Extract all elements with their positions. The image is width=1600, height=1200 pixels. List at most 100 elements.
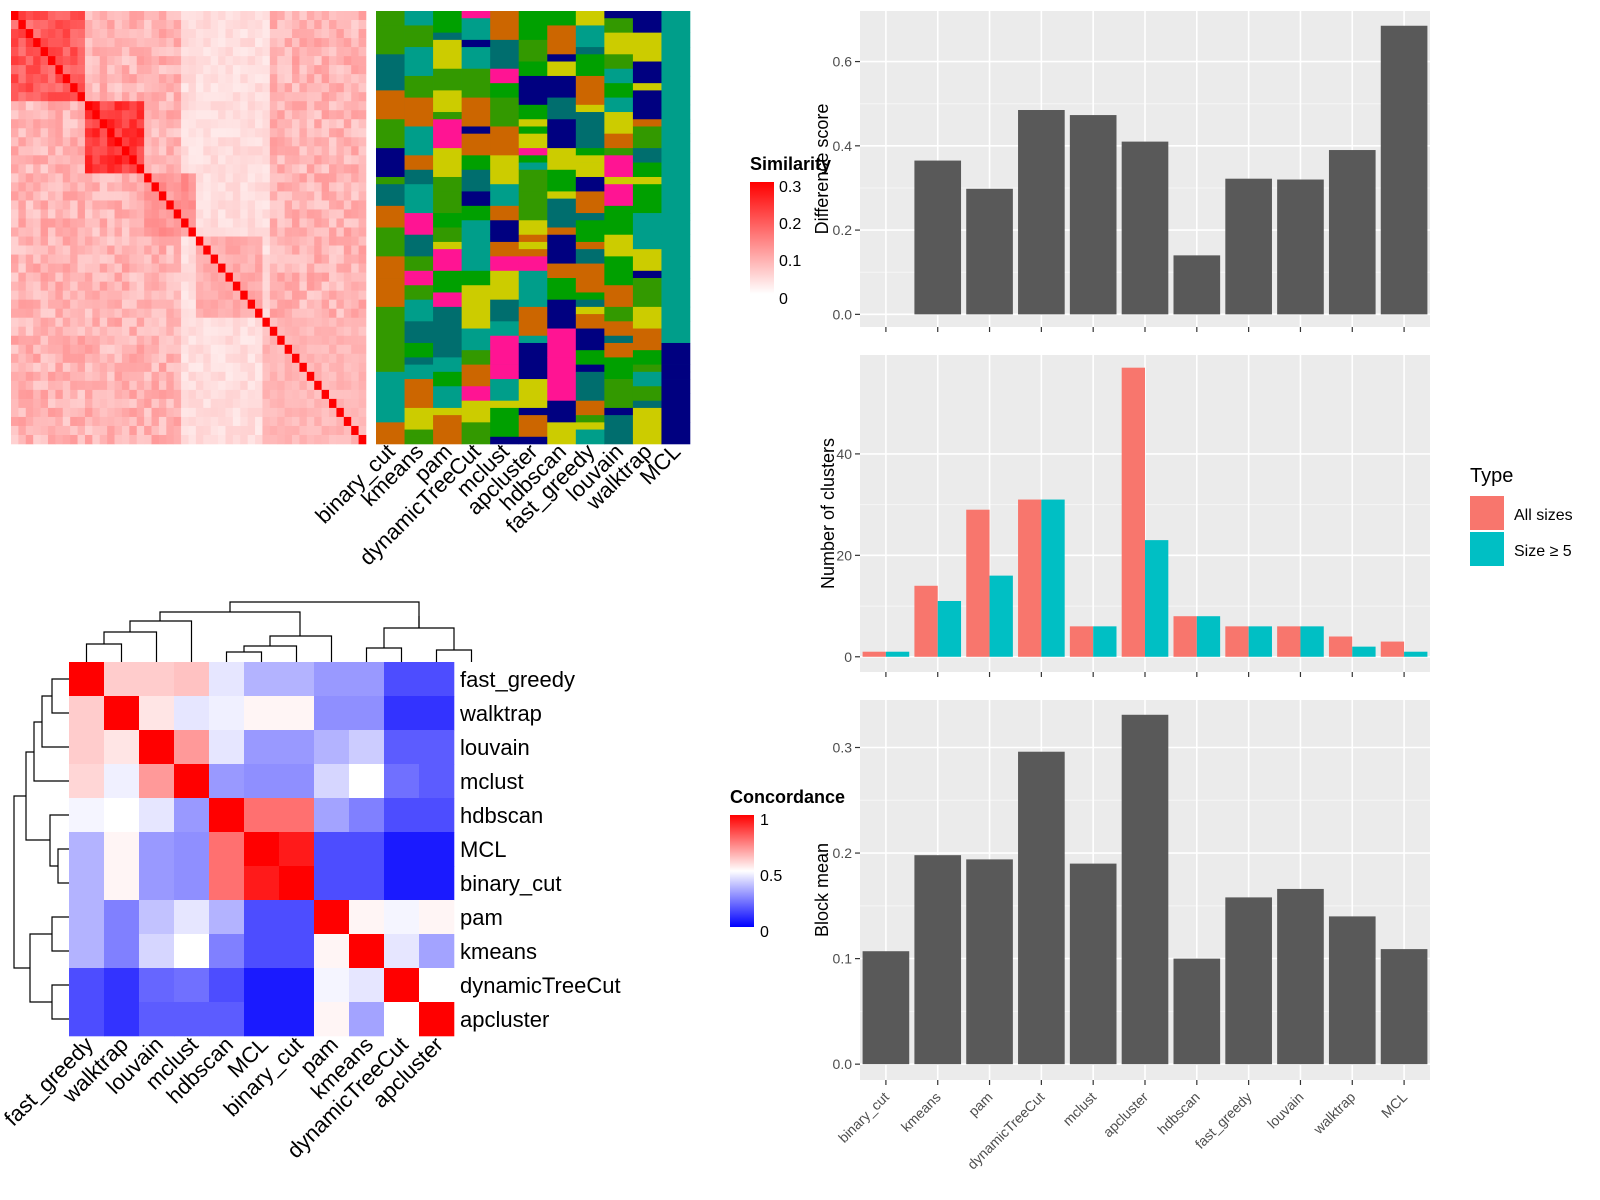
- similarity-cell: [240, 434, 248, 445]
- similarity-cell: [262, 101, 271, 111]
- similarity-cell: [351, 344, 359, 355]
- similarity-cell: [314, 308, 322, 319]
- similarity-cell: [25, 137, 34, 147]
- similarity-cell: [144, 218, 152, 228]
- similarity-cell: [336, 11, 345, 21]
- similarity-cell: [25, 110, 34, 120]
- similarity-cell: [277, 245, 285, 255]
- similarity-cell: [255, 164, 263, 174]
- similarity-cell: [299, 83, 308, 93]
- similarity-cell: [18, 317, 27, 328]
- similarity-cell: [11, 92, 19, 102]
- similarity-cell: [269, 281, 278, 291]
- similarity-cell: [33, 56, 41, 66]
- similarity-cell: [306, 344, 315, 355]
- similarity-cell: [358, 146, 367, 156]
- membership-cell: [404, 11, 434, 26]
- membership-cell: [604, 342, 634, 358]
- similarity-cell: [188, 137, 197, 147]
- similarity-cell: [129, 344, 138, 355]
- similarity-cell: [11, 344, 19, 355]
- similarity-cell: [358, 56, 367, 66]
- similarity-cell: [166, 272, 175, 282]
- similarity-cell: [188, 380, 197, 391]
- similarity-cell: [358, 416, 367, 427]
- similarity-cell: [277, 425, 285, 436]
- similarity-cell: [240, 29, 248, 39]
- similarity-cell: [314, 263, 322, 273]
- membership-cell: [547, 119, 577, 149]
- membership-cell: [490, 241, 520, 257]
- similarity-cell: [336, 56, 345, 66]
- similarity-cell: [247, 20, 256, 30]
- similarity-cell: [343, 272, 352, 282]
- similarity-cell: [25, 128, 34, 138]
- similarity-cell: [55, 299, 64, 309]
- bar: [1018, 751, 1065, 1065]
- similarity-cell: [269, 425, 278, 436]
- similarity-cell: [225, 317, 234, 328]
- similarity-cell: [225, 281, 234, 291]
- similarity-cell: [247, 101, 256, 111]
- similarity-cell: [173, 308, 182, 319]
- similarity-cell: [40, 74, 49, 84]
- similarity-cell: [321, 407, 330, 418]
- membership-cell: [604, 184, 634, 207]
- similarity-cell: [136, 227, 145, 237]
- similarity-cell: [329, 83, 337, 93]
- similarity-cell: [40, 119, 49, 129]
- similarity-cell: [92, 380, 101, 391]
- membership-cell: [547, 357, 577, 387]
- concordance-legend-title: Concordance: [730, 787, 845, 807]
- similarity-cell: [247, 398, 256, 409]
- similarity-cell: [55, 29, 64, 39]
- similarity-cell: [277, 92, 285, 102]
- similarity-cell: [11, 146, 19, 156]
- similarity-cell: [84, 182, 93, 192]
- similarity-cell: [99, 362, 108, 373]
- similarity-cell: [225, 299, 234, 309]
- similarity-cell: [277, 290, 285, 300]
- similarity-cell: [92, 164, 101, 174]
- similarity-cell: [55, 227, 64, 237]
- similarity-cell: [18, 362, 27, 373]
- similarity-cell: [166, 416, 175, 427]
- similarity-cell: [173, 119, 182, 129]
- similarity-cell: [166, 218, 175, 228]
- similarity-cell: [129, 407, 138, 418]
- similarity-cell: [269, 11, 278, 21]
- similarity-cell: [173, 245, 182, 255]
- similarity-cell: [262, 272, 271, 282]
- membership-cell: [433, 213, 462, 228]
- membership-cell: [661, 278, 691, 308]
- similarity-cell: [240, 119, 248, 129]
- similarity-cell: [299, 47, 308, 57]
- concordance-row-label: apcluster: [460, 1007, 549, 1032]
- similarity-cell: [262, 371, 271, 382]
- similarity-cell: [203, 83, 211, 93]
- similarity-cell: [218, 110, 226, 120]
- similarity-cell: [195, 92, 204, 102]
- similarity-cell: [351, 92, 359, 102]
- similarity-cell: [358, 110, 367, 120]
- similarity-cell: [203, 272, 211, 282]
- similarity-cell: [195, 56, 204, 66]
- similarity-cell: [358, 47, 367, 57]
- similarity-cell: [47, 290, 56, 300]
- similarity-cell: [306, 38, 315, 48]
- membership-cell: [433, 328, 462, 358]
- similarity-cell: [225, 407, 234, 418]
- similarity-cell: [84, 317, 93, 328]
- similarity-cell: [240, 83, 248, 93]
- similarity-cell: [343, 398, 352, 409]
- similarity-cell: [240, 254, 248, 264]
- similarity-cell: [181, 326, 189, 337]
- similarity-cell: [218, 218, 226, 228]
- similarity-cell: [306, 290, 315, 300]
- similarity-cell: [306, 416, 315, 427]
- similarity-cell: [358, 137, 367, 147]
- similarity-cell: [210, 164, 219, 174]
- similarity-cell: [151, 110, 160, 120]
- similarity-cell: [210, 434, 219, 445]
- similarity-cell: [33, 74, 41, 84]
